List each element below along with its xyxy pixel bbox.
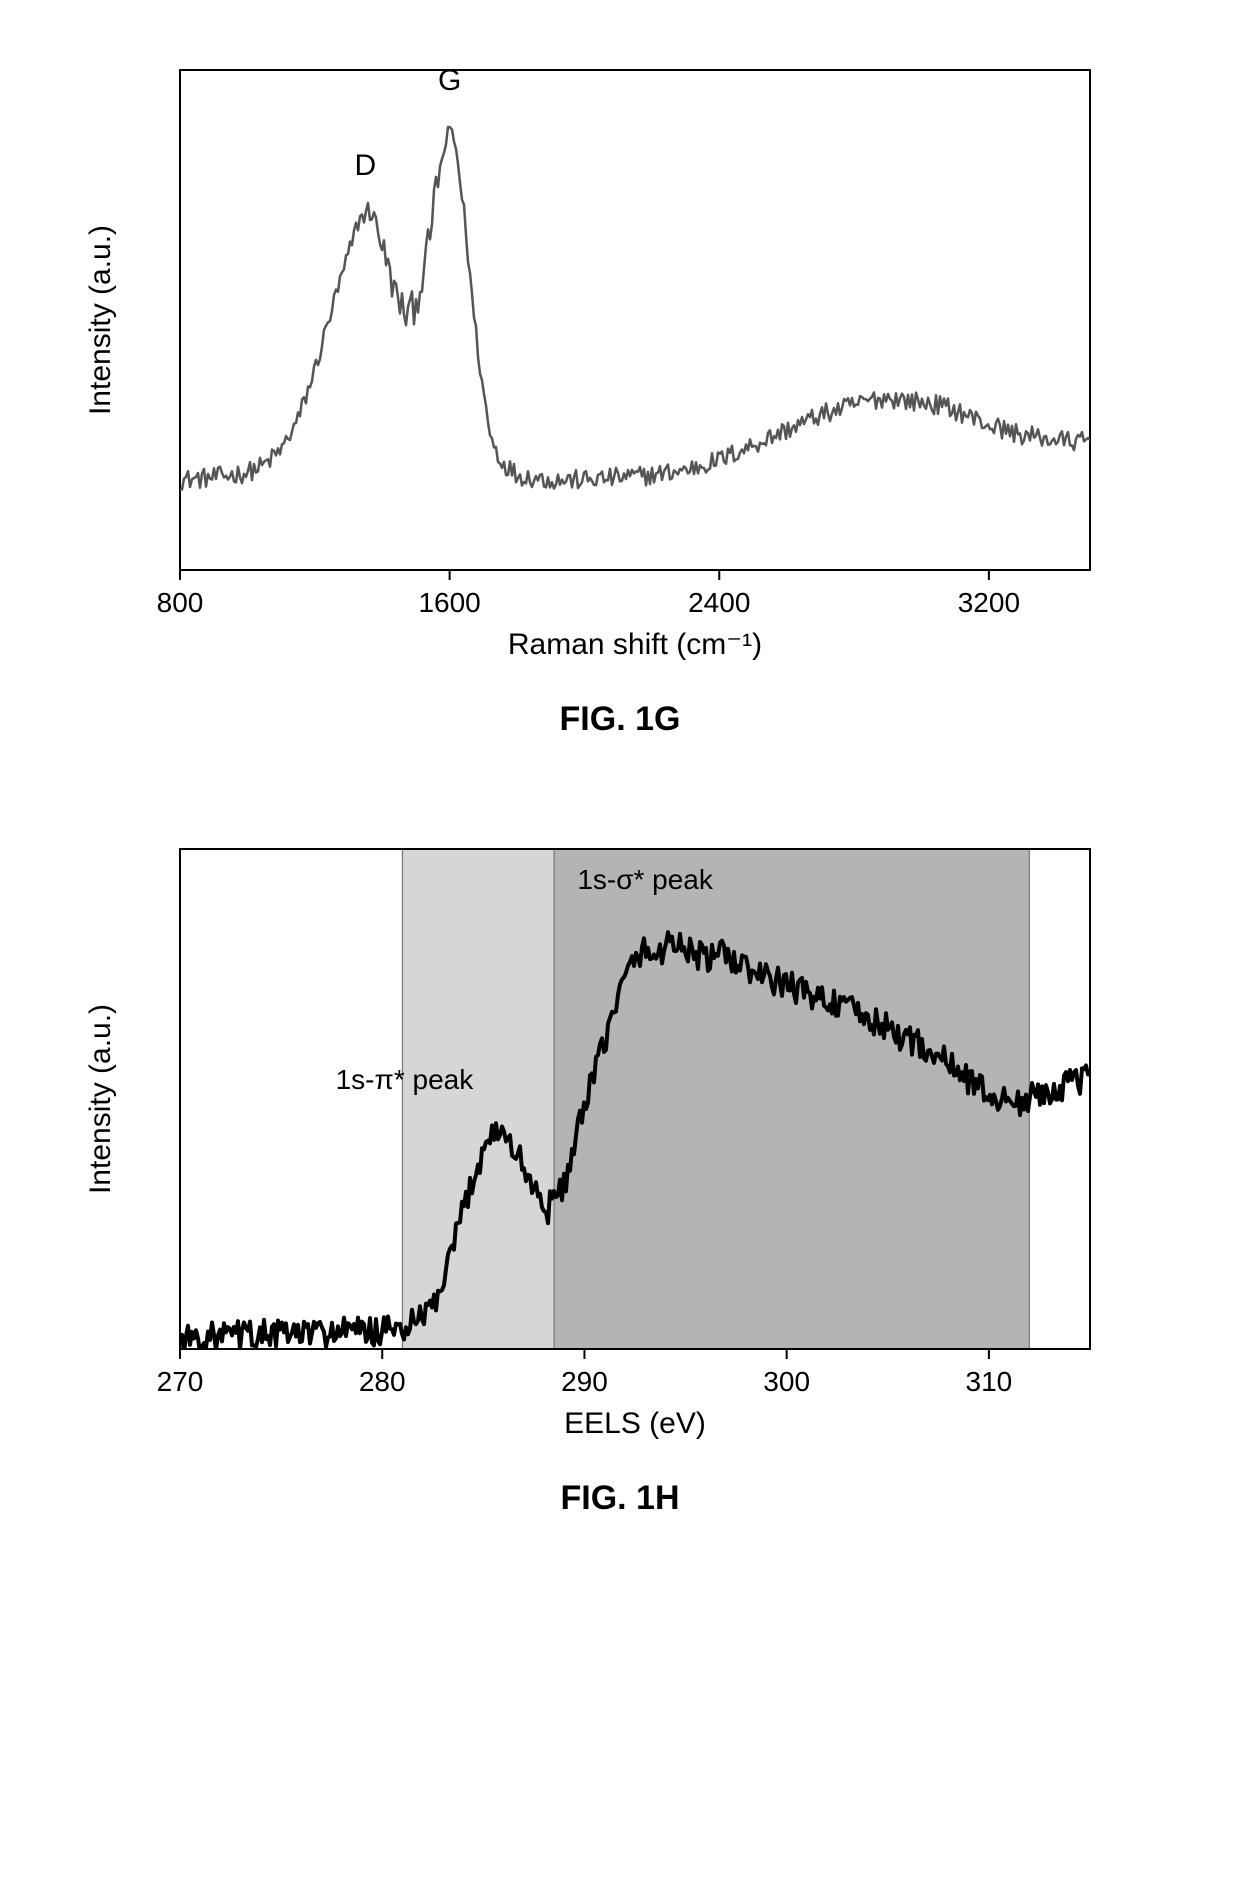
raman-spectrum-chart: 800 1600 2400 3200 Raman shift (cm⁻¹) Intensi… (50, 40, 1190, 680)
figure-1h-caption: FIG. 1H (50, 1479, 1190, 1518)
svg-text:Intensity (a.u.): Intensity (a.u.) (84, 225, 117, 415)
figure-1g-caption: FIG. 1G (50, 700, 1190, 739)
svg-text:Intensity (a.u.): Intensity (a.u.) (84, 1004, 117, 1194)
svg-text:270: 270 (157, 1366, 204, 1397)
svg-text:G: G (438, 64, 461, 97)
svg-text:1s-π* peak: 1s-π* peak (336, 1064, 475, 1095)
svg-text:310: 310 (966, 1366, 1013, 1397)
svg-text:1600: 1600 (418, 587, 480, 618)
raman-chart-svg: 800 1600 2400 3200 Raman shift (cm⁻¹) Intensi… (50, 40, 1130, 680)
svg-text:300: 300 (763, 1366, 810, 1397)
svg-text:D: D (355, 149, 377, 182)
eels-chart-svg: 270 280 290 300 310 EELS (eV) Intensity (a.u.)… (50, 819, 1130, 1459)
svg-text:290: 290 (561, 1366, 608, 1397)
svg-text:1s-σ* peak: 1s-σ* peak (577, 864, 714, 895)
figure-1h: 270 280 290 300 310 EELS (eV) Intensity (a.u.)… (50, 819, 1190, 1518)
svg-text:280: 280 (359, 1366, 406, 1397)
svg-text:EELS (eV): EELS (eV) (564, 1407, 706, 1440)
svg-text:800: 800 (157, 587, 204, 618)
figure-1g: 800 1600 2400 3200 Raman shift (cm⁻¹) Intensi… (50, 40, 1190, 739)
eels-spectrum-chart: 270 280 290 300 310 EELS (eV) Intensity (a.u.)… (50, 819, 1190, 1459)
svg-text:3200: 3200 (958, 587, 1020, 618)
svg-text:2400: 2400 (688, 587, 750, 618)
svg-text:Raman shift (cm⁻¹): Raman shift (cm⁻¹) (508, 628, 762, 661)
